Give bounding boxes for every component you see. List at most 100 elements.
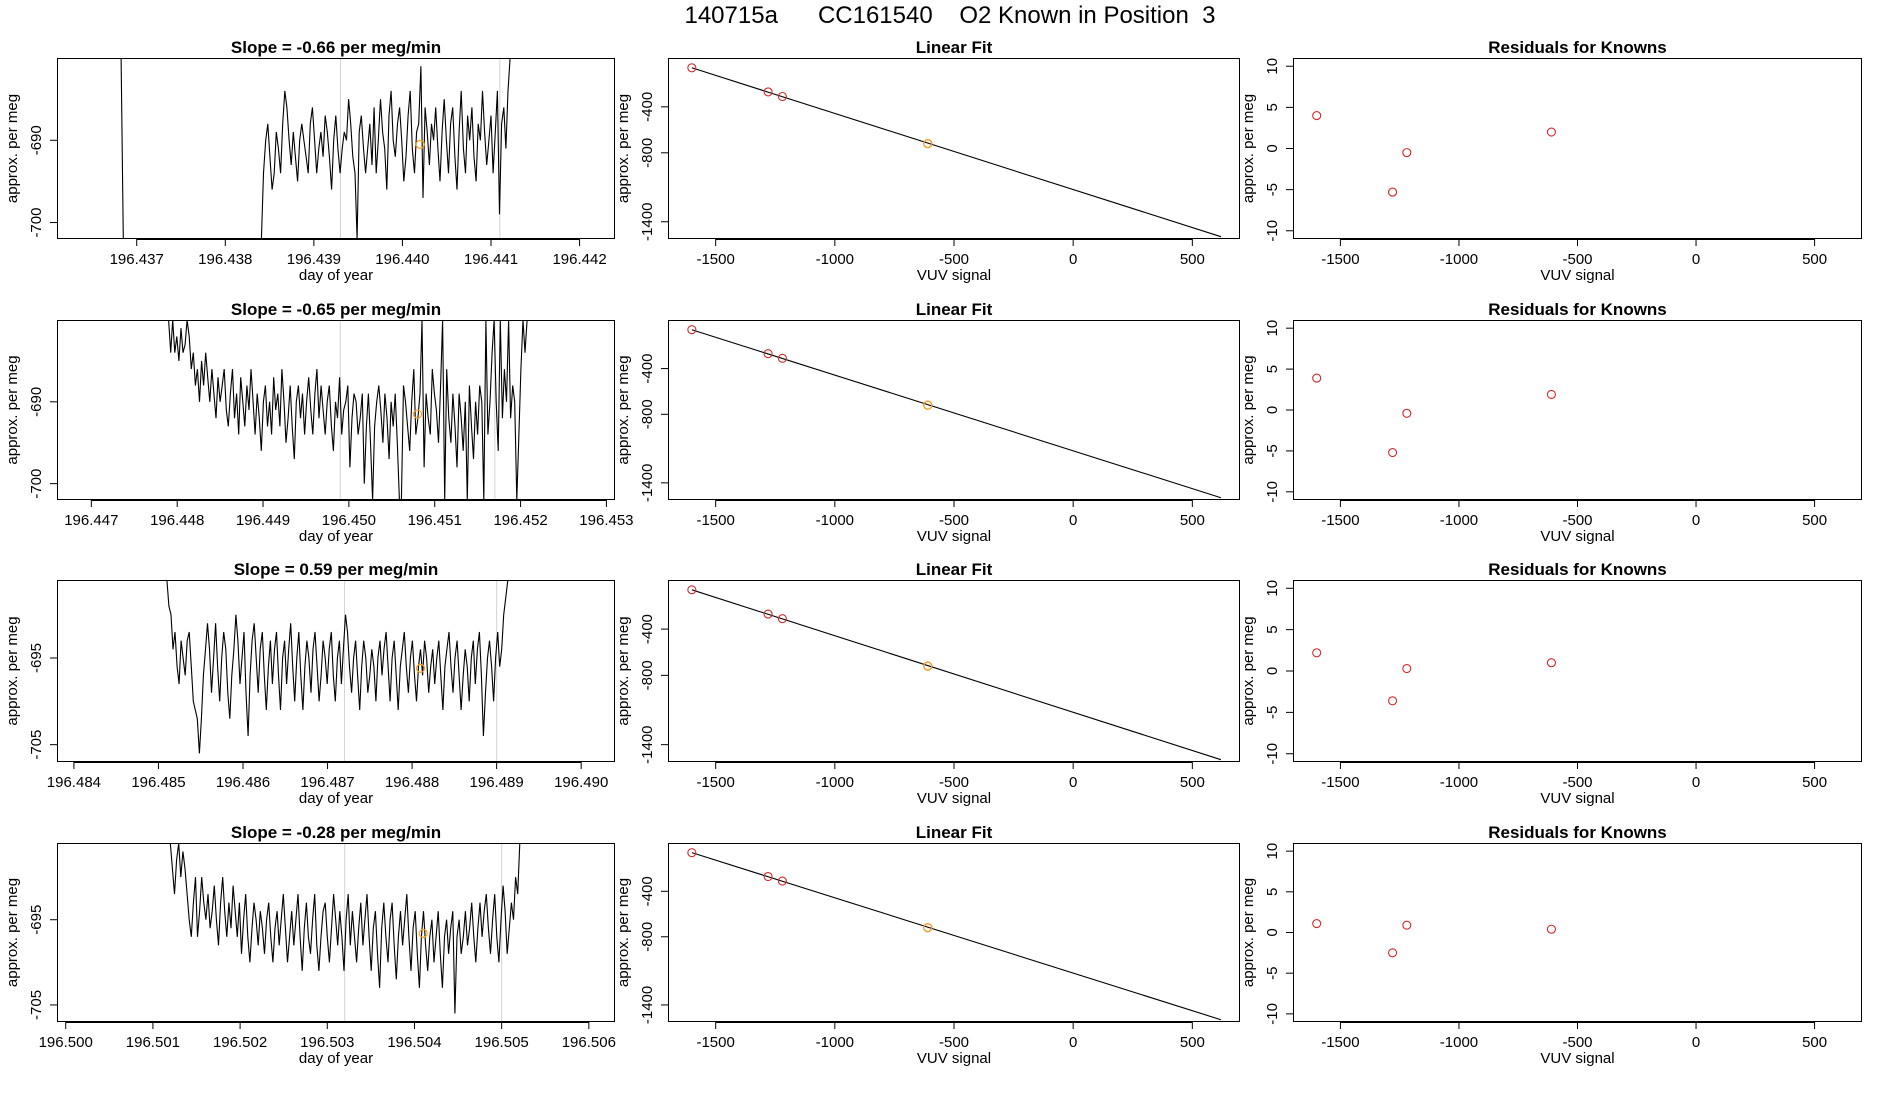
x-tick-label: 196.484 xyxy=(47,774,101,791)
x-tick-label: 196.490 xyxy=(554,774,608,791)
y-tick-label: 5 xyxy=(1264,365,1281,373)
x-tick-label: -1500 xyxy=(1321,251,1359,268)
chart-title: Slope = -0.66 per meg/min xyxy=(231,38,441,57)
sample-marker xyxy=(415,139,425,149)
y-tick-label: -800 xyxy=(639,399,656,429)
y-tick-label: -690 xyxy=(28,125,45,155)
y-tick-label: -5 xyxy=(1264,444,1281,457)
plot-area xyxy=(166,580,509,762)
x-tick-label: -1500 xyxy=(696,251,734,268)
plot-frame xyxy=(57,843,615,1022)
x-tick-label: 196.450 xyxy=(322,512,376,529)
plot-area xyxy=(687,585,1222,761)
y-tick-label: 0 xyxy=(1264,928,1281,936)
residual-point xyxy=(1402,920,1412,930)
y-tick-label: 10 xyxy=(1264,580,1281,597)
x-tick-label: -1500 xyxy=(696,774,734,791)
run-id: 140715a xyxy=(684,2,778,29)
plot-frame xyxy=(668,58,1240,239)
plot-area xyxy=(1312,648,1556,706)
plot-area xyxy=(169,843,521,1022)
y-tick-label: 10 xyxy=(1264,58,1281,75)
x-tick-label: -1500 xyxy=(1321,512,1359,529)
x-tick-label: 196.500 xyxy=(39,1034,93,1051)
chart-panel-residuals-3: Residuals for Knowns -1500 -1000 -500 0 500 VU… xyxy=(1240,560,1862,807)
x-tick-label: 0 xyxy=(1069,512,1077,529)
x-tick-label: -1000 xyxy=(816,251,854,268)
known-point xyxy=(763,609,773,619)
x-tick-label: -500 xyxy=(1562,774,1592,791)
x-tick-label: -1000 xyxy=(1440,512,1478,529)
y-tick-label: 10 xyxy=(1264,843,1281,860)
y-tick-label: -400 xyxy=(639,614,656,644)
plot-area xyxy=(687,848,1222,1021)
x-tick-label: 0 xyxy=(1069,251,1077,268)
x-tick-label: 500 xyxy=(1802,774,1827,791)
x-tick-label: 196.439 xyxy=(287,251,341,268)
y-tick-label: 5 xyxy=(1264,888,1281,896)
x-tick-label: 196.447 xyxy=(64,512,118,529)
chart-panel-residuals-2: Residuals for Knowns -1500 -1000 -500 0 500 VU… xyxy=(1240,300,1862,545)
chart-title: Residuals for Knowns xyxy=(1488,560,1667,579)
plot-area xyxy=(168,320,528,500)
plot-area xyxy=(1312,373,1556,458)
x-tick-label: 0 xyxy=(1692,512,1700,529)
y-tick-label: 5 xyxy=(1264,625,1281,633)
residual-point xyxy=(1312,918,1322,929)
residual-point xyxy=(1312,111,1322,121)
residual-point xyxy=(1402,408,1412,418)
residual-point xyxy=(1388,187,1398,197)
x-axis-label: day of year xyxy=(299,790,373,807)
chart-title: Slope = 0.59 per meg/min xyxy=(234,560,439,579)
x-tick-label: 196.442 xyxy=(552,251,606,268)
y-tick-label: -10 xyxy=(1264,481,1281,503)
y-tick-label: 0 xyxy=(1264,144,1281,152)
x-axis-label: day of year xyxy=(299,1050,373,1067)
sample-point xyxy=(923,400,933,410)
plot-frame xyxy=(57,58,615,239)
chart-title: Residuals for Knowns xyxy=(1488,300,1667,319)
known-point xyxy=(777,91,787,102)
y-tick-label: -5 xyxy=(1264,967,1281,980)
chart-panel-time-series-1: Slope = -0.66 per meg/min 196.437 196.438 1… xyxy=(4,38,615,284)
plot-frame xyxy=(668,843,1240,1022)
chart-panel-linear-fit-3: Linear Fit -1500 -1000 -500 0 500 VUV signal -4… xyxy=(615,560,1240,807)
sample-marker xyxy=(412,409,423,419)
x-axis-label: VUV signal xyxy=(1540,790,1614,807)
fit-line xyxy=(691,852,1222,1021)
plot-area xyxy=(1312,918,1556,958)
x-tick-label: 196.453 xyxy=(579,512,633,529)
y-tick-label: -800 xyxy=(639,138,656,168)
y-tick-label: -10 xyxy=(1264,220,1281,242)
fit-line xyxy=(691,329,1222,499)
x-tick-label: -500 xyxy=(939,1034,969,1051)
y-tick-label: -800 xyxy=(639,922,656,952)
x-axis-label: VUV signal xyxy=(1540,1050,1614,1067)
plot-frame xyxy=(57,320,615,500)
x-tick-label: 196.487 xyxy=(300,774,354,791)
x-tick-label: 196.502 xyxy=(213,1034,267,1051)
y-tick-label: 0 xyxy=(1264,667,1281,675)
chart-panel-linear-fit-1: Linear Fit -1500 -1000 -500 0 500 VUV signal -4… xyxy=(615,38,1240,284)
x-axis-label: VUV signal xyxy=(917,528,991,545)
x-tick-label: 196.486 xyxy=(216,774,270,791)
y-axis-label: approx. per meg xyxy=(1240,94,1257,203)
x-tick-label: 196.506 xyxy=(562,1034,616,1051)
x-tick-label: -1000 xyxy=(816,1034,854,1051)
x-tick-label: -1500 xyxy=(1321,774,1359,791)
x-axis-label: day of year xyxy=(299,267,373,284)
x-tick-label: -1000 xyxy=(1440,1034,1478,1051)
fit-line xyxy=(691,67,1222,238)
chart-title: Residuals for Knowns xyxy=(1488,823,1667,842)
known-point xyxy=(763,349,773,359)
x-tick-label: 196.501 xyxy=(126,1034,180,1051)
x-tick-label: 196.438 xyxy=(198,251,252,268)
y-tick-label: 5 xyxy=(1264,103,1281,111)
y-axis-label: approx. per meg xyxy=(4,355,21,464)
x-axis-label: VUV signal xyxy=(917,267,991,284)
x-tick-label: 196.504 xyxy=(387,1034,441,1051)
y-axis-label: approx. per meg xyxy=(1240,878,1257,987)
chart-title: Linear Fit xyxy=(916,823,993,842)
